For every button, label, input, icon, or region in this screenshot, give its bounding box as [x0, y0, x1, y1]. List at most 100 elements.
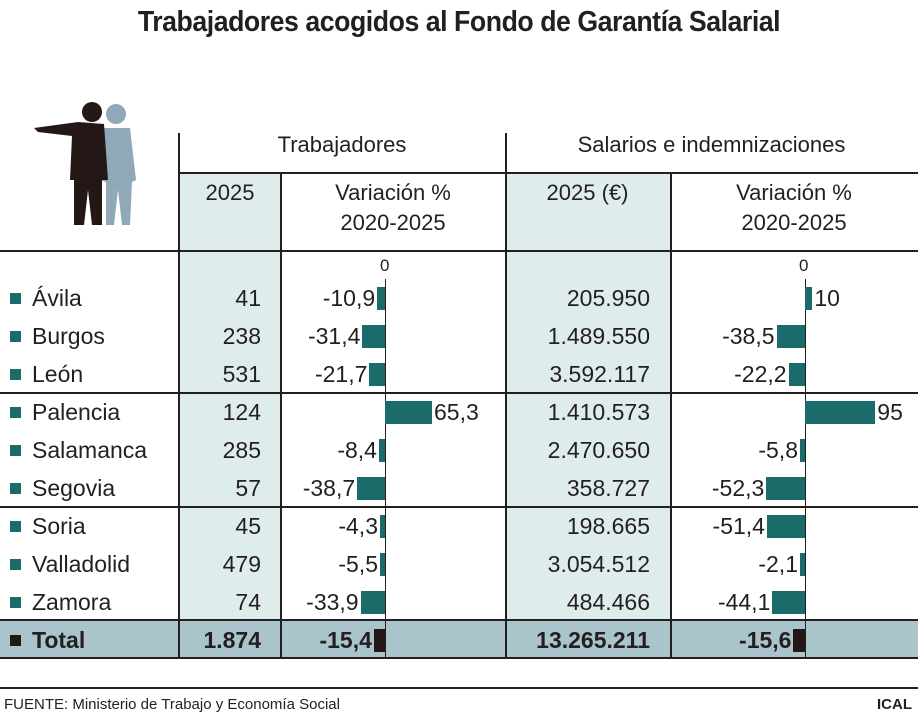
variation-bar — [378, 439, 385, 462]
workers-2025: 531 — [222, 361, 261, 387]
variation-label: -15,4 — [319, 627, 372, 653]
variation-label: -38,5 — [722, 323, 775, 349]
variation-bar — [369, 363, 385, 386]
divider — [0, 657, 918, 659]
salaries-2025: 1.410.573 — [547, 399, 650, 425]
province-label: Palencia — [32, 399, 121, 425]
workers-silhouette-icon — [34, 102, 136, 225]
header-line: Variación % — [736, 180, 852, 205]
variation-bar — [362, 325, 385, 348]
legend-square-icon — [10, 445, 21, 456]
province-label: Salamanca — [32, 437, 148, 463]
workers-2025: 124 — [222, 399, 261, 425]
variation-label: -31,4 — [307, 323, 361, 349]
workers-2025: 1.874 — [203, 627, 261, 653]
province-label: Valladolid — [32, 551, 131, 577]
divider — [0, 250, 918, 252]
variation-bar — [766, 515, 805, 538]
salaries-2025-column-bg — [505, 173, 670, 620]
variation-bar — [380, 515, 385, 538]
col-header-workers-var: Variación % 2020-2025 — [281, 178, 505, 238]
col-header-workers-2025: 2025 — [205, 180, 255, 205]
salaries-2025: 3.054.512 — [547, 551, 650, 577]
header-line: 2020-2025 — [340, 210, 446, 235]
legend-square-icon — [10, 293, 21, 304]
province-label: Segovia — [32, 475, 116, 501]
divider — [0, 687, 918, 689]
variation-bar — [385, 401, 433, 424]
variation-label: -21,7 — [314, 361, 368, 387]
variation-label: -8,4 — [337, 437, 377, 463]
variation-bar — [800, 553, 805, 576]
variation-label: 65,3 — [434, 399, 479, 425]
variation-label: -44,1 — [717, 589, 771, 615]
divider — [178, 172, 918, 174]
divider — [0, 619, 918, 621]
salaries-2025: 198.665 — [566, 513, 650, 539]
variation-label: -5,8 — [758, 437, 798, 463]
legend-square-icon — [10, 407, 21, 418]
workers-2025: 238 — [222, 323, 261, 349]
legend-square-icon — [10, 521, 21, 532]
variation-label: -33,9 — [306, 589, 359, 615]
province-label: Total — [32, 627, 86, 653]
salaries-2025: 205.950 — [566, 285, 650, 311]
salaries-2025: 484.466 — [566, 589, 650, 615]
province-label: Burgos — [32, 323, 105, 349]
legend-square-icon — [10, 331, 21, 342]
workers-2025: 74 — [235, 589, 261, 615]
divider — [670, 173, 672, 658]
workers-zero-label: 0 — [380, 256, 390, 275]
salaries-zero-label: 0 — [799, 256, 809, 275]
divider — [280, 173, 282, 658]
salaries-2025: 358.727 — [566, 475, 650, 501]
province-label: León — [32, 361, 84, 387]
source-note: FUENTE: Ministerio de Trabajo y Economía… — [4, 696, 340, 713]
group-header-salaries: Salarios e indemnizaciones — [577, 132, 846, 157]
col-header-salaries-2025: 2025 (€) — [546, 180, 629, 205]
variation-bar — [380, 553, 385, 576]
variation-bar — [360, 591, 385, 614]
legend-square-icon — [10, 597, 21, 608]
workers-2025-column-bg — [179, 173, 281, 620]
province-label: Ávila — [32, 285, 82, 311]
variation-label: -5,5 — [338, 551, 378, 577]
brand-logo: ICAL — [877, 696, 912, 713]
variation-label: -15,6 — [739, 627, 792, 653]
salaries-2025: 13.265.211 — [536, 627, 650, 653]
workers-2025: 57 — [235, 475, 261, 501]
salaries-2025: 3.592.117 — [549, 361, 650, 387]
variation-bar — [800, 439, 805, 462]
variation-bar — [805, 287, 813, 310]
header-line: Variación % — [335, 180, 451, 205]
legend-square-icon — [10, 483, 21, 494]
variation-bar — [788, 363, 805, 386]
col-header-salaries-var: Variación % 2020-2025 — [670, 178, 918, 238]
header-line: 2020-2025 — [741, 210, 847, 235]
divider — [178, 133, 180, 658]
divider — [0, 392, 918, 394]
group-header-workers: Trabajadores — [277, 132, 407, 157]
variation-label: 95 — [877, 399, 903, 425]
province-label: Soria — [32, 513, 86, 539]
variation-bar — [772, 591, 805, 614]
workers-2025: 479 — [222, 551, 261, 577]
divider — [505, 133, 507, 658]
variation-bar — [357, 477, 385, 500]
variation-label: -52,3 — [711, 475, 765, 501]
variation-label: -51,4 — [712, 513, 765, 539]
divider — [0, 506, 918, 508]
variation-bar — [793, 629, 805, 652]
legend-square-icon — [10, 635, 21, 646]
legend-square-icon — [10, 559, 21, 570]
chart-title: Trabajadores acogidos al Fondo de Garant… — [137, 6, 781, 38]
variation-label: 10 — [814, 285, 840, 311]
variation-label: -38,7 — [302, 475, 356, 501]
legend-square-icon — [10, 369, 21, 380]
variation-label: -2,1 — [758, 551, 798, 577]
variation-label: -4,3 — [338, 513, 378, 539]
salaries-2025: 2.470.650 — [547, 437, 650, 463]
variation-bar — [377, 287, 385, 310]
workers-zero-axis — [385, 279, 386, 658]
